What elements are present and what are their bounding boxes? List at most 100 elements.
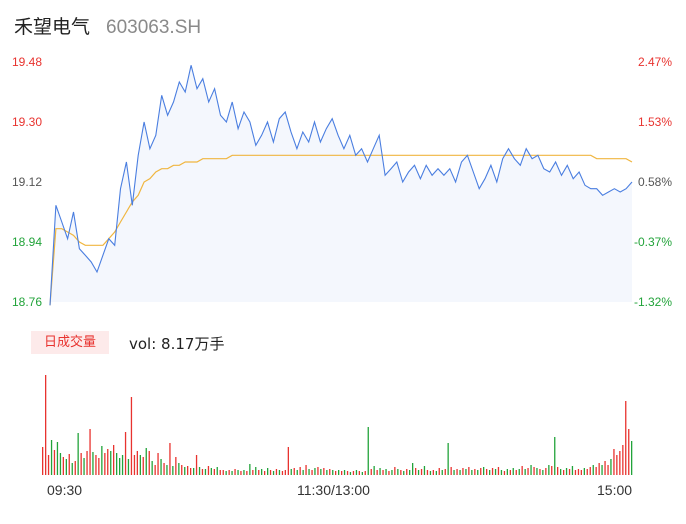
volume-bar [631,441,633,475]
volume-bar [385,469,387,475]
volume-bar [187,466,189,475]
volume-bar [379,468,381,475]
volume-bar [195,455,198,475]
volume-bar [435,471,437,475]
volume-bar [554,437,556,475]
volume-bar [361,472,363,475]
volume-bar [246,471,248,475]
volume-bar [388,471,390,475]
volume-bar [518,469,520,475]
price-tick-label: 18.94 [12,235,43,249]
volume-bar [468,467,470,475]
volume-bar [305,465,307,475]
volume-bar [323,468,325,475]
time-tick-label: 11:30/13:00 [297,482,370,498]
volume-bar [201,469,204,475]
average-price-line [49,154,633,306]
percent-tick-label: 2.47% [637,55,672,69]
volume-bar [77,433,79,475]
volume-bar [320,469,322,475]
volume-bar [512,468,514,475]
volume-bar [157,453,159,475]
volume-bar [527,468,529,475]
volume-bar [438,468,440,475]
volume-bar [373,466,375,475]
volume-bar [110,451,112,475]
volume-bar [234,469,236,475]
volume-bar [506,469,508,475]
volume-bar [420,469,423,475]
volume-bar [349,472,352,475]
volume-bar [335,471,337,475]
volume-bar [267,468,269,475]
volume-bar [491,468,494,475]
volume-bar [86,451,88,475]
volume-bar [397,469,399,475]
volume-bar [74,461,76,475]
volume-bar [261,469,263,475]
volume-bar [225,471,227,475]
price-line [49,65,633,306]
volume-bar [533,467,535,475]
volume-bar [133,455,136,475]
volume-bar [281,471,284,475]
volume-bar [465,469,467,475]
volume-bar [62,457,64,475]
volume-bar [293,468,295,475]
stock-code: 603063.SH [106,17,202,38]
volume-bar [311,470,313,475]
volume-bar [503,471,506,475]
volume-bar [341,471,343,475]
volume-bar [391,470,393,475]
volume-bar [346,471,349,475]
volume-bar [586,469,588,475]
volume-bar [462,468,464,475]
price-area [50,65,632,306]
volume-bar [249,464,251,475]
volume-bar [284,470,286,475]
volume-bar [494,469,497,475]
volume-bar [486,469,488,475]
volume-bar [219,470,221,475]
volume-bar [474,469,476,475]
volume-bar [417,470,420,475]
volume-bar [264,471,266,475]
volume-bar [56,442,59,475]
volume-bar [59,453,62,475]
volume-bar [338,470,340,475]
volume-bar [548,465,550,475]
volume-bar [536,468,538,475]
volume-bar [403,471,405,475]
volume-bar [190,468,192,475]
volume-bar [252,470,254,475]
volume-bar [453,470,455,475]
volume-tab[interactable]: 日成交量 [31,331,109,354]
volume-bar [610,459,612,475]
volume-bar [53,450,56,475]
volume-bar [382,470,384,475]
volume-bar [530,465,532,475]
volume-bar [231,471,233,475]
volume-bar [68,454,70,475]
volume-bar [204,469,207,475]
volume-bar [574,470,577,475]
volume-bar [497,467,500,475]
price-tick-label: 19.30 [12,115,43,129]
volume-bar [441,470,443,475]
volume-bar [98,458,100,475]
volume-bar [228,470,230,475]
volume-readout: vol: 8.17万手 [129,335,225,353]
volume-bar [314,468,316,475]
volume-bar [113,445,115,475]
volume-bar [480,468,482,475]
volume-bar [545,468,547,475]
volume-bar [193,468,195,475]
volume-bar [124,432,127,475]
volume-bar [240,471,242,475]
volume-bar [116,453,118,475]
volume-bar [625,401,627,475]
price-tick-label: 19.12 [12,175,43,189]
volume-bar [160,459,162,475]
volume-bar [92,452,94,475]
volume-bar [287,447,289,475]
